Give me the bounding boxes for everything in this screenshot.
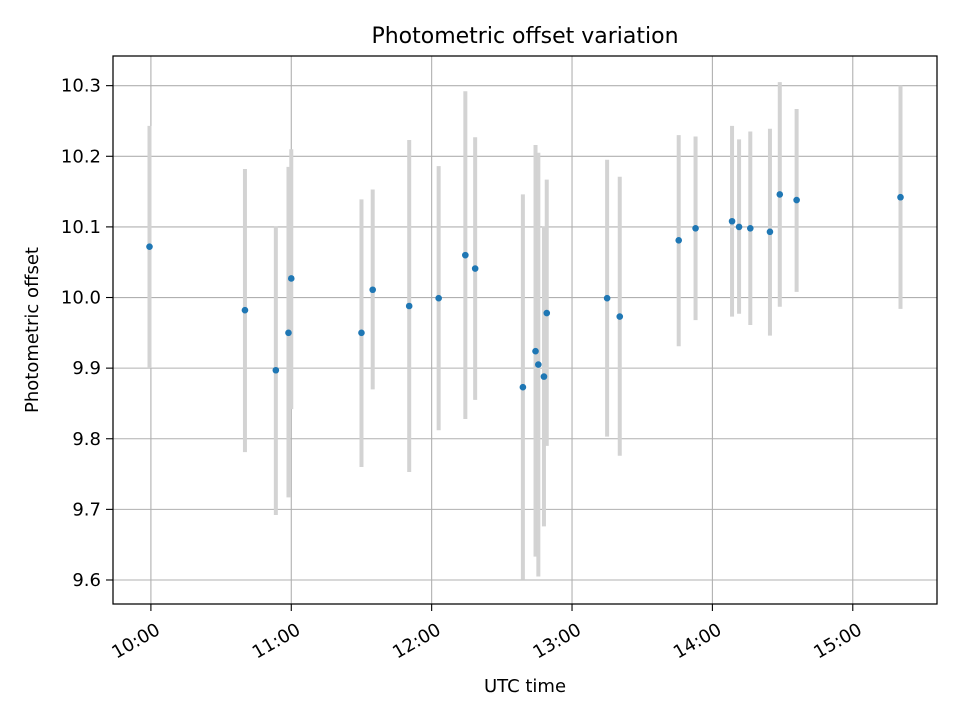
- data-point: [471, 265, 479, 272]
- data-point: [793, 196, 800, 204]
- y-tick-label: 9.6: [72, 570, 101, 591]
- y-axis-label: Photometric offset: [22, 247, 43, 413]
- data-point: [435, 294, 442, 302]
- data-point: [616, 313, 624, 320]
- data-point: [747, 225, 754, 232]
- data-point: [358, 329, 365, 337]
- y-tick-label: 9.8: [72, 429, 101, 450]
- data-point: [369, 286, 376, 294]
- y-tick-label: 10.2: [61, 146, 101, 167]
- data-point: [287, 275, 295, 282]
- data-point: [675, 237, 683, 244]
- data-point: [543, 309, 551, 317]
- data-point: [532, 347, 539, 355]
- data-point: [540, 373, 548, 380]
- data-point: [735, 223, 743, 231]
- data-point: [728, 217, 736, 225]
- y-tick-label: 9.9: [72, 358, 101, 379]
- x-axis-label: UTC time: [484, 676, 566, 697]
- data-point: [692, 225, 699, 232]
- y-tick-label: 9.7: [72, 499, 101, 520]
- data-point: [462, 251, 469, 259]
- data-point: [776, 191, 784, 198]
- data-point: [535, 361, 542, 368]
- y-tick-label: 10.3: [61, 76, 101, 97]
- data-point: [241, 306, 249, 314]
- y-axis-ticks: 9.6 9.7 9.8 9.9 10.0 10.1 10.2 10.3: [61, 76, 113, 591]
- grid-lines: [113, 56, 937, 604]
- chart-title: Photometric offset variation: [371, 24, 678, 49]
- data-point: [897, 193, 904, 201]
- data-point: [519, 383, 527, 391]
- data-points: [146, 191, 904, 391]
- y-tick-label: 10.1: [61, 217, 101, 238]
- data-point: [405, 302, 413, 310]
- plot-area-frame: [112, 55, 938, 605]
- data-point: [766, 228, 774, 236]
- data-point: [146, 243, 153, 250]
- y-tick-label: 10.0: [61, 288, 101, 309]
- data-point: [603, 294, 611, 302]
- data-point: [285, 329, 292, 337]
- data-point: [272, 366, 280, 374]
